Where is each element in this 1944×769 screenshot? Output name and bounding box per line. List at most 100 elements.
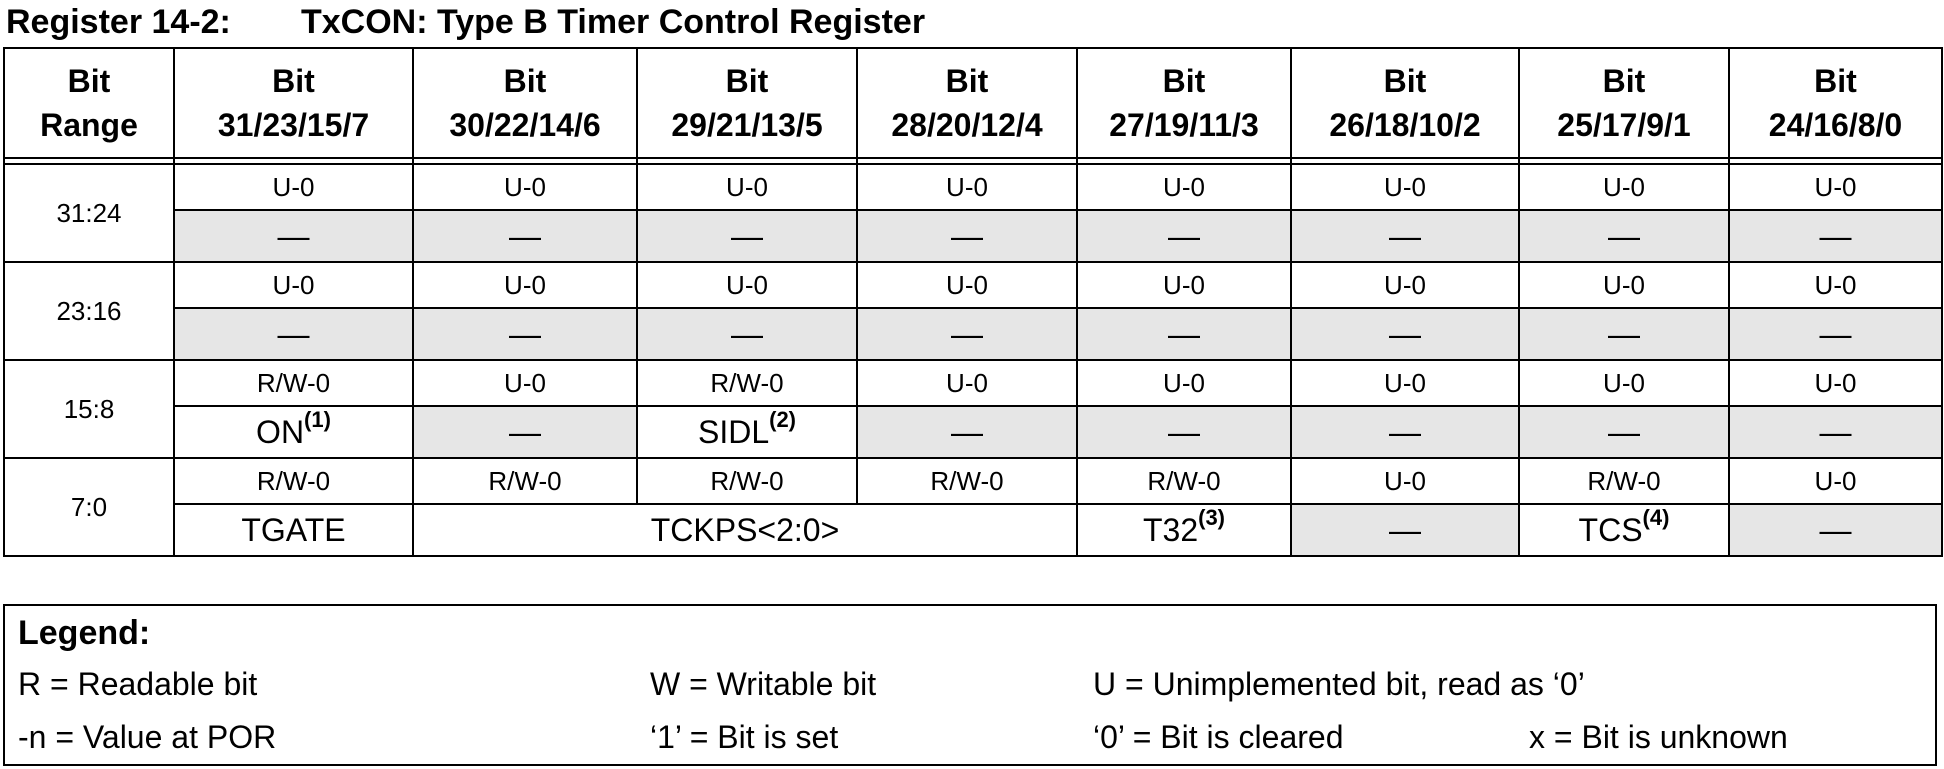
header-separator: [3, 157, 1943, 165]
separator-cell: [173, 157, 414, 165]
footnote-ref: (1): [304, 406, 331, 432]
bit-attribute-cell: U-0: [1728, 457, 1943, 505]
header-line: Bit: [1383, 63, 1427, 99]
unimplemented-bit-cell: —: [1518, 307, 1730, 361]
bit-attribute-cell: U-0: [173, 163, 414, 211]
legend-title: Legend:: [18, 614, 151, 652]
unimplemented-bit-cell: —: [173, 209, 414, 263]
attribute-row: 31:24 U-0 U-0 U-0 U-0 U-0 U-0 U-0 U-0: [3, 163, 1943, 263]
bit-name-cell: TCS(4): [1518, 503, 1730, 557]
unimplemented-bit-cell: —: [856, 307, 1078, 361]
bit-attribute-cell: U-0: [412, 359, 638, 407]
separator-cell: [1290, 157, 1520, 165]
header-line: 24/16/8/0: [1768, 107, 1903, 143]
bit-name: —: [509, 315, 541, 352]
bit-attribute-cell: U-0: [1290, 359, 1520, 407]
unimplemented-bit-cell: —: [1290, 405, 1520, 459]
header-bit-column: Bit 30/22/14/6: [412, 47, 638, 159]
bit-attribute-cell: U-0: [636, 163, 858, 211]
unimplemented-bit-cell: —: [1728, 307, 1943, 361]
unimplemented-bit-cell: —: [1518, 405, 1730, 459]
unimplemented-bit-cell: —: [1728, 405, 1943, 459]
value-row: — — — — — — — —: [4, 307, 1943, 361]
separator-cell: [1076, 157, 1292, 165]
bit-attribute-cell: R/W-0: [636, 457, 858, 505]
bit-attribute-cell: R/W-0: [1518, 457, 1730, 505]
bit-attribute-cell: U-0: [1076, 163, 1292, 211]
unimplemented-bit-cell: —: [412, 405, 638, 459]
bit-name: —: [1819, 413, 1852, 450]
bit-attribute-cell: U-0: [636, 261, 858, 309]
unimplemented-bit-cell: —: [173, 307, 414, 361]
header-line: Bit: [272, 63, 315, 99]
bit-name: —: [1819, 217, 1852, 254]
unimplemented-bit-cell: —: [412, 209, 638, 263]
register-name: TxCON: Type B Timer Control Register: [301, 3, 926, 41]
legend-unimplemented: U = Unimplemented bit, read as ‘0’: [1093, 666, 1585, 702]
bit-attribute-cell: U-0: [1290, 457, 1520, 505]
legend-bit-set: ‘1’ = Bit is set: [650, 719, 839, 755]
legend-box: Legend: R = Readable bit W = Writable bi…: [3, 604, 1937, 766]
bit-attribute-cell: R/W-0: [856, 457, 1078, 505]
header-line: 31/23/15/7: [217, 107, 370, 143]
header-bit-column: Bit 26/18/10/2: [1290, 47, 1520, 159]
separator-cell: [636, 157, 858, 165]
bit-name: —: [1389, 413, 1421, 450]
attribute-row: 23:16 U-0 U-0 U-0 U-0 U-0 U-0 U-0 U-0: [3, 261, 1943, 361]
bit-attribute-cell: U-0: [1076, 261, 1292, 309]
header-line: 26/18/10/2: [1329, 107, 1481, 143]
bit-range-cell: 23:16: [3, 261, 175, 361]
unimplemented-bit-cell: —: [856, 209, 1078, 263]
bit-name: —: [1819, 315, 1852, 352]
register-title: Register 14-2: TxCON: Type B Timer Contr…: [6, 2, 925, 42]
legend-por-value: -n = Value at POR: [18, 719, 277, 755]
unimplemented-bit-cell: —: [1518, 209, 1730, 263]
legend-writable: W = Writable bit: [650, 666, 877, 702]
unimplemented-bit-cell: —: [1076, 209, 1292, 263]
bit-range-cell: 15:8: [3, 359, 175, 459]
header-line: 25/17/9/1: [1557, 107, 1691, 143]
bit-name: —: [1168, 315, 1200, 352]
bit-name: ON: [256, 413, 305, 450]
bit-name-cell: T32(3): [1076, 503, 1292, 557]
bit-attribute-cell: U-0: [1728, 359, 1943, 407]
unimplemented-bit-cell: —: [856, 405, 1078, 459]
header-line: Bit: [725, 63, 769, 99]
bit-attribute-cell: U-0: [856, 359, 1078, 407]
unimplemented-bit-cell: —: [412, 307, 638, 361]
bit-name: TCS: [1578, 511, 1643, 548]
footnote-ref: (2): [769, 406, 797, 432]
attribute-row: 7:0 R/W-0 R/W-0 R/W-0 R/W-0 R/W-0 U-0 R/W-0 U-0: [3, 457, 1943, 557]
bit-name-cell: SIDL(2): [636, 405, 858, 459]
separator-cell: [3, 157, 175, 165]
bit-attribute-cell: U-0: [1518, 261, 1730, 309]
header-row: Bit Range Bit 31/23/15/7 Bit 30/22/14/6 Bit 29/…: [3, 47, 1943, 159]
bit-name: —: [509, 217, 541, 254]
separator-cell: [412, 157, 638, 165]
header-line: Bit: [945, 63, 989, 99]
separator-cell: [856, 157, 1078, 165]
bit-attribute-cell: U-0: [856, 261, 1078, 309]
bit-name: —: [1608, 315, 1640, 352]
bit-name: —: [277, 217, 310, 254]
bit-name: —: [1389, 217, 1421, 254]
separator-cell: [1728, 157, 1943, 165]
bit-name: —: [509, 413, 541, 450]
bit-attribute-cell: U-0: [1728, 261, 1943, 309]
bit-name-cell: TGATE: [173, 503, 414, 557]
header-line: Bit: [1814, 63, 1857, 99]
bit-name-cell: ON(1): [173, 405, 414, 459]
register-table: Bit Range Bit 31/23/15/7 Bit 30/22/14/6 Bit 29/…: [3, 47, 1943, 557]
bit-name: TGATE: [241, 511, 346, 548]
bit-name: —: [277, 315, 310, 352]
bit-name: SIDL: [697, 413, 770, 450]
header-line: Bit: [1602, 63, 1646, 99]
header-bit-column: Bit 27/19/11/3: [1076, 47, 1292, 159]
bit-attribute-cell: U-0: [1290, 163, 1520, 211]
bit-name: T32: [1142, 511, 1199, 548]
value-row: ON(1) — SIDL(2) — — — — —: [4, 405, 1943, 459]
unimplemented-bit-cell: —: [1076, 307, 1292, 361]
bit-name: —: [951, 217, 983, 254]
bit-name: —: [731, 315, 763, 352]
bit-name: —: [951, 315, 983, 352]
